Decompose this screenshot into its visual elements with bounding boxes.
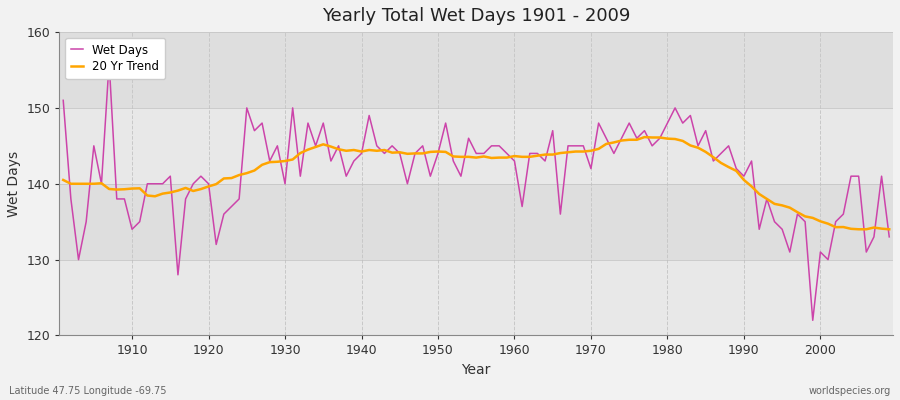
Wet Days xyxy=(509,159,520,164)
Wet Days xyxy=(807,318,818,323)
Bar xyxy=(59,260,893,336)
Wet Days xyxy=(295,174,306,178)
Line: Wet Days: Wet Days xyxy=(63,62,889,320)
Legend: Wet Days, 20 Yr Trend: Wet Days, 20 Yr Trend xyxy=(66,38,166,79)
Title: Yearly Total Wet Days 1901 - 2009: Yearly Total Wet Days 1901 - 2009 xyxy=(322,7,630,25)
Text: worldspecies.org: worldspecies.org xyxy=(809,386,891,396)
Wet Days xyxy=(517,204,527,209)
Wet Days xyxy=(884,234,895,239)
Bar xyxy=(59,32,893,108)
20 Yr Trend xyxy=(287,157,298,162)
Bar xyxy=(59,184,893,260)
Text: Latitude 47.75 Longitude -69.75: Latitude 47.75 Longitude -69.75 xyxy=(9,386,166,396)
20 Yr Trend xyxy=(601,142,612,146)
Line: 20 Yr Trend: 20 Yr Trend xyxy=(63,137,889,229)
Bar xyxy=(59,108,893,184)
20 Yr Trend xyxy=(58,178,68,182)
Wet Days xyxy=(58,98,68,103)
X-axis label: Year: Year xyxy=(462,363,490,377)
20 Yr Trend xyxy=(501,155,512,160)
Wet Days xyxy=(127,227,138,232)
Wet Days xyxy=(608,151,619,156)
20 Yr Trend xyxy=(119,187,130,192)
20 Yr Trend xyxy=(639,135,650,140)
Wet Days xyxy=(104,60,114,65)
Wet Days xyxy=(341,174,352,178)
20 Yr Trend xyxy=(509,154,520,158)
20 Yr Trend xyxy=(333,147,344,152)
20 Yr Trend xyxy=(884,227,895,232)
20 Yr Trend xyxy=(853,227,864,232)
Y-axis label: Wet Days: Wet Days xyxy=(7,151,21,217)
